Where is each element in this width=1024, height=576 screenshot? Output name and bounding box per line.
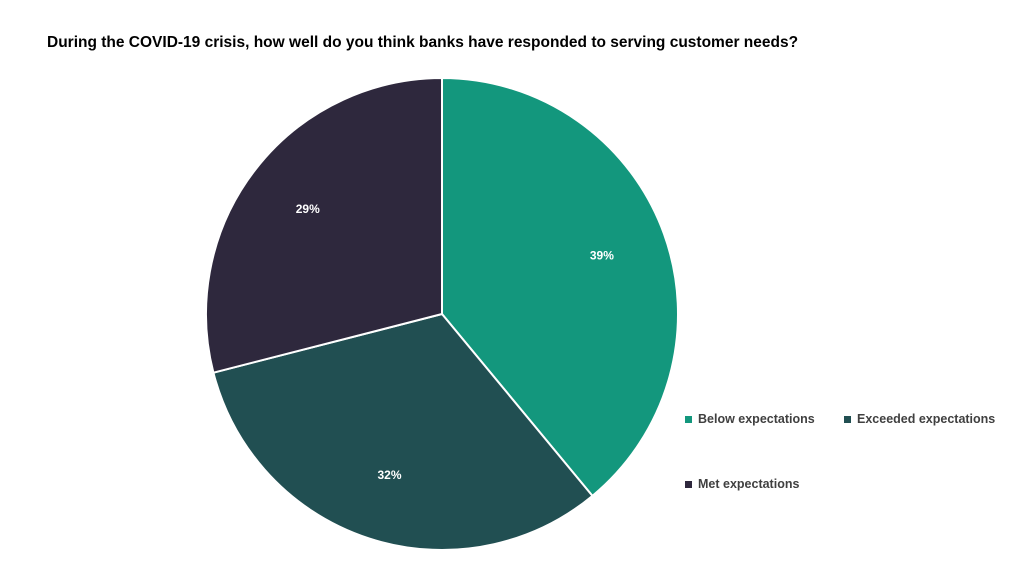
legend-label: Met expectations bbox=[698, 477, 800, 491]
legend-item-met-expectations: Met expectations bbox=[685, 477, 799, 491]
legend-swatch-met-expectations bbox=[685, 480, 692, 488]
pie-slice-met-expectations bbox=[205, 76, 443, 374]
legend-swatch-below-expectations bbox=[685, 415, 692, 423]
slice-label-below-expectations: 39% bbox=[590, 249, 614, 263]
pie-slice-below-expectations bbox=[441, 76, 679, 498]
legend-item-exceeded-expectations: Exceeded expectations bbox=[844, 412, 995, 426]
slice-label-met-expectations: 29% bbox=[296, 202, 320, 216]
legend-swatch-exceeded-expectations bbox=[844, 415, 851, 423]
legend-item-below-expectations: Below expectations bbox=[685, 412, 815, 426]
legend-label: Exceeded expectations bbox=[857, 412, 996, 426]
legend-label: Below expectations bbox=[698, 412, 815, 426]
pie-labels: 39% 32% 29% bbox=[296, 202, 614, 482]
slice-label-exceeded-expectations: 32% bbox=[377, 468, 401, 482]
pie-slices bbox=[205, 76, 679, 551]
chart-title: During the COVID-19 crisis, how well do … bbox=[47, 34, 799, 51]
pie-slice-exceeded-expectations bbox=[212, 312, 594, 551]
